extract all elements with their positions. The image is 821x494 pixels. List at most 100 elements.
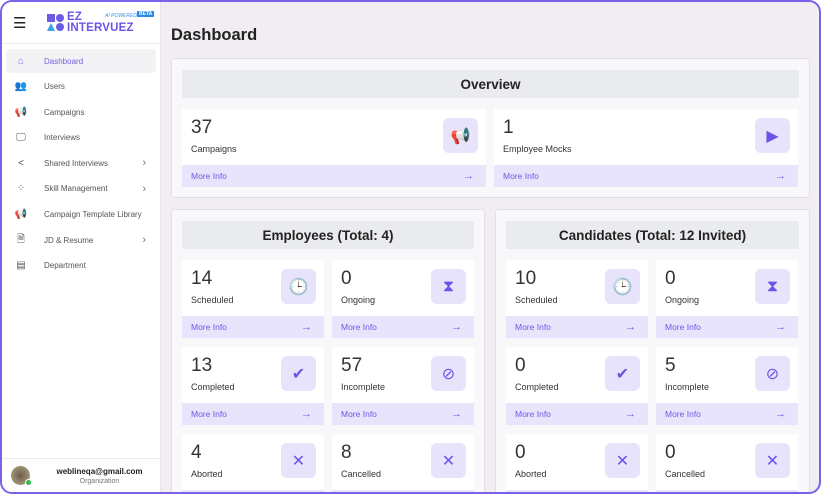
employees-title: Employees (Total: 4) [182,221,474,249]
stat-value: 0 [515,355,526,376]
candidates-card-completed: 0 Completed ✔ More Info → [506,347,648,425]
stat-value: 1 [503,117,514,138]
sidebar-item-dashboard[interactable]: ⌂ Dashboard [6,49,156,73]
hourglass-icon: ⧗ [431,269,466,304]
sidebar-item-campaign-template-library[interactable]: 📢 Campaign Template Library [6,203,156,227]
stat-value: 0 [665,268,676,289]
more-info-label: More Info [191,409,227,419]
more-info-label: More Info [665,409,701,419]
share-icon: < [18,157,24,169]
stat-label: Employee Mocks [503,144,572,154]
more-info-label: More Info [503,171,539,181]
more-info-link[interactable]: More Info → [494,165,798,187]
more-info-link[interactable]: More Info → [332,316,474,338]
stat-label: Campaigns [191,144,237,154]
x-octagon-icon: ✕ [281,443,316,478]
more-info-link[interactable]: More Info→ [656,490,798,492]
stat-label: Ongoing [341,295,376,305]
x-octagon-icon: ✕ [755,443,790,478]
chevron-right-icon[interactable]: › [142,182,146,195]
sidebar-item-department[interactable]: ▤ Department [6,254,156,278]
stat-value: 4 [191,442,202,463]
candidates-card-aborted: 0 Aborted ✕ More Info→ [506,434,648,492]
stat-value: 14 [191,268,213,289]
page-title: Dashboard [171,26,258,44]
sidebar-item-skill-management[interactable]: ⁘ Skill Management › [6,177,156,201]
stat-value: 13 [191,355,213,376]
more-info-link[interactable]: More Info→ [656,316,798,338]
monitor-user-icon: 🖵 [16,132,26,144]
stat-label: Completed [191,382,235,392]
employees-card-cancelled: 8 Cancelled ✕ More Info→ [332,434,474,492]
logo-text-intervuez: INTERVUEZ [67,21,134,34]
arrow-right-icon: → [451,321,462,333]
stat-label: Cancelled [341,469,382,479]
more-info-link[interactable]: More Info→ [332,490,474,492]
slash-circle-icon: ⊘ [431,356,466,391]
sidebar-item-label: Dashboard [44,56,84,66]
overview-card-employee-mocks: 1 Employee Mocks ▶ More Info → [494,109,798,187]
chevron-right-icon[interactable]: › [142,157,146,170]
candidates-panel: Candidates (Total: 12 Invited) 10 Schedul… [495,209,810,492]
candidates-card-ongoing: 0 Ongoing ⧗ More Info → [656,260,798,338]
candidates-card-cancelled: 0 Cancelled ✕ More Info→ [656,434,798,492]
stat-label: Completed [515,382,559,392]
more-info-link[interactable]: More Info→ [182,316,324,338]
candidates-card-incomplete: 5 Incomplete ⊘ More Info → [656,347,798,425]
logo[interactable]: EZ INTERVUEZ AI POWERED BETA [47,10,157,36]
check-circle-icon: ✔ [605,356,640,391]
sidebar-item-label: Users [44,82,65,92]
megaphone-icon: 📢 [14,209,28,221]
employees-card-incomplete: 57 Incomplete ⊘ More Info → [332,347,474,425]
sidebar-item-users[interactable]: 👥 Users [6,75,156,99]
sidebar-item-label: Skill Management [44,184,108,194]
more-info-link[interactable]: More Info→ [332,403,474,425]
more-info-link[interactable]: More Info→ [506,490,648,492]
stat-value: 57 [341,355,363,376]
overview-card-campaigns: 37 Campaigns 📢 More Info → [182,109,486,187]
users-icon: 👥 [14,81,28,93]
more-info-label: More Info [515,322,551,332]
building-icon: ▤ [16,260,26,272]
menu-icon[interactable]: ☰ [13,14,27,32]
sidebar-item-campaigns[interactable]: 📢 Campaigns [6,100,156,124]
x-octagon-icon: ✕ [431,443,466,478]
more-info-link[interactable]: More Info→ [506,403,648,425]
stat-value: 5 [665,355,676,376]
stat-label: Aborted [515,469,547,479]
more-info-link[interactable]: More Info → [506,316,648,338]
more-info-label: More Info [515,409,551,419]
ai-powered-label: AI POWERED [105,12,137,19]
user-profile[interactable]: weblineqa@gmail.com Organization [2,458,160,492]
stat-label: Incomplete [341,382,386,392]
stat-value: 10 [515,268,537,289]
more-info-label: More Info [341,409,377,419]
sidebar: ☰ EZ INTERVUEZ AI POWERED BETA ⌂ Dashboard… [2,2,161,492]
logo-shapes-icon [47,14,64,31]
sidebar-item-jd-resume[interactable]: 🗎 JD & Resume › [6,228,156,252]
more-info-link[interactable]: More Info→ [182,165,486,187]
stat-label: Scheduled [515,295,558,305]
sidebar-item-label: JD & Resume [44,235,94,245]
stat-value: 8 [341,442,352,463]
chevron-right-icon[interactable]: › [142,234,146,247]
arrow-right-icon: → [625,321,636,333]
arrow-right-icon: → [775,170,786,182]
sidebar-item-label: Shared Interviews [44,158,109,168]
sidebar-item-label: Interviews [44,133,81,143]
sidebar-item-interviews[interactable]: 🖵 Interviews [6,126,156,150]
more-info-label: More Info [341,322,377,332]
employees-card-scheduled: 14 Scheduled 🕒 More Info → [182,260,324,338]
arrow-right-icon: → [775,321,786,333]
more-info-link[interactable]: More Info→ [656,403,798,425]
hourglass-icon: ⧗ [755,269,790,304]
more-info-link[interactable]: More Info→ [182,490,324,492]
avatar[interactable] [11,466,32,486]
user-role: Organization [79,477,120,485]
more-info-label: More Info [191,171,227,181]
sidebar-item-shared-interviews[interactable]: < Shared Interviews › [6,151,156,175]
more-info-link[interactable]: More Info→ [182,403,324,425]
sidebar-item-label: Campaigns [44,107,85,117]
sidebar-header: ☰ EZ INTERVUEZ AI POWERED BETA [2,2,160,44]
